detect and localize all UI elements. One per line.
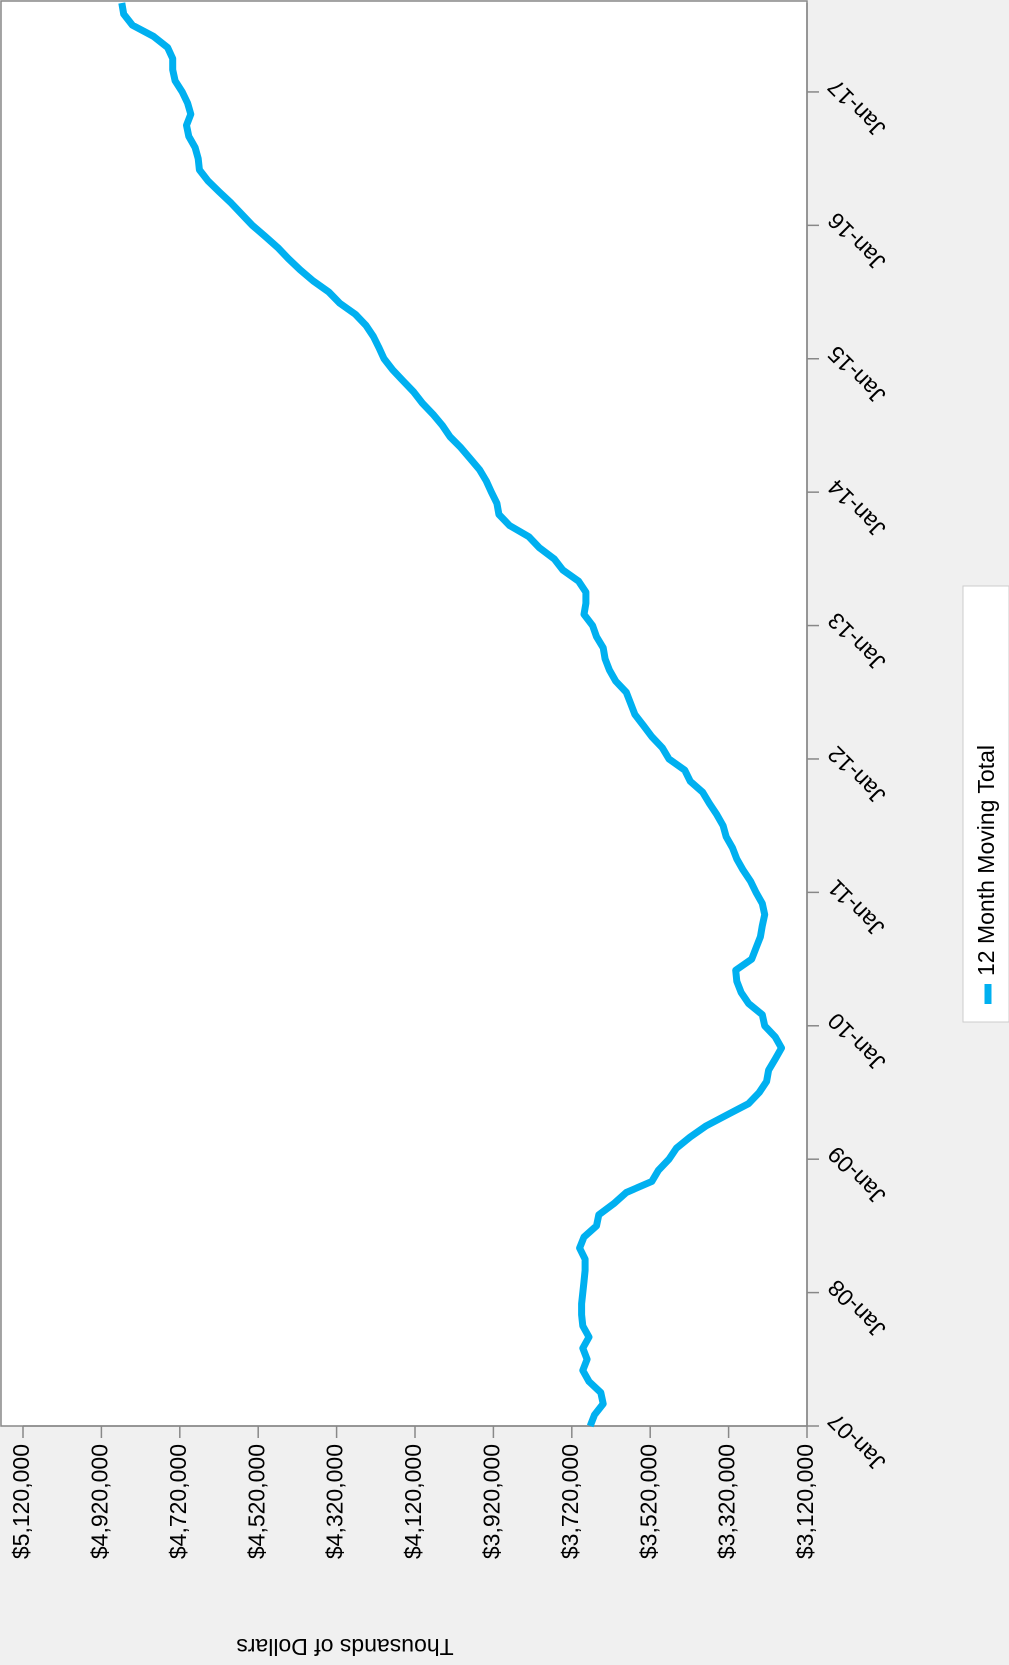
y-tick-label: $3,520,000: [635, 1444, 661, 1559]
y-tick-label: $4,920,000: [86, 1444, 112, 1559]
y-tick-label: $5,120,000: [8, 1444, 34, 1559]
y-tick-label: $3,920,000: [478, 1444, 504, 1559]
legend-label: 12 Month Moving Total: [973, 745, 999, 976]
series-line: [118, 2, 785, 1428]
y-tick-label: $3,120,000: [792, 1444, 818, 1559]
y-tick-label: $4,520,000: [243, 1444, 269, 1559]
y-tick-label: $3,320,000: [714, 1444, 740, 1559]
y-axis-title: Thousands of Dollars: [236, 1634, 453, 1660]
y-tick-label: $4,720,000: [165, 1444, 191, 1559]
legend-box: [962, 585, 1009, 1023]
y-tick-label: $3,720,000: [557, 1444, 583, 1559]
y-tick-label: $4,320,000: [322, 1444, 348, 1559]
plot-area: [0, 0, 808, 1427]
y-tick-label: $4,120,000: [400, 1444, 426, 1559]
